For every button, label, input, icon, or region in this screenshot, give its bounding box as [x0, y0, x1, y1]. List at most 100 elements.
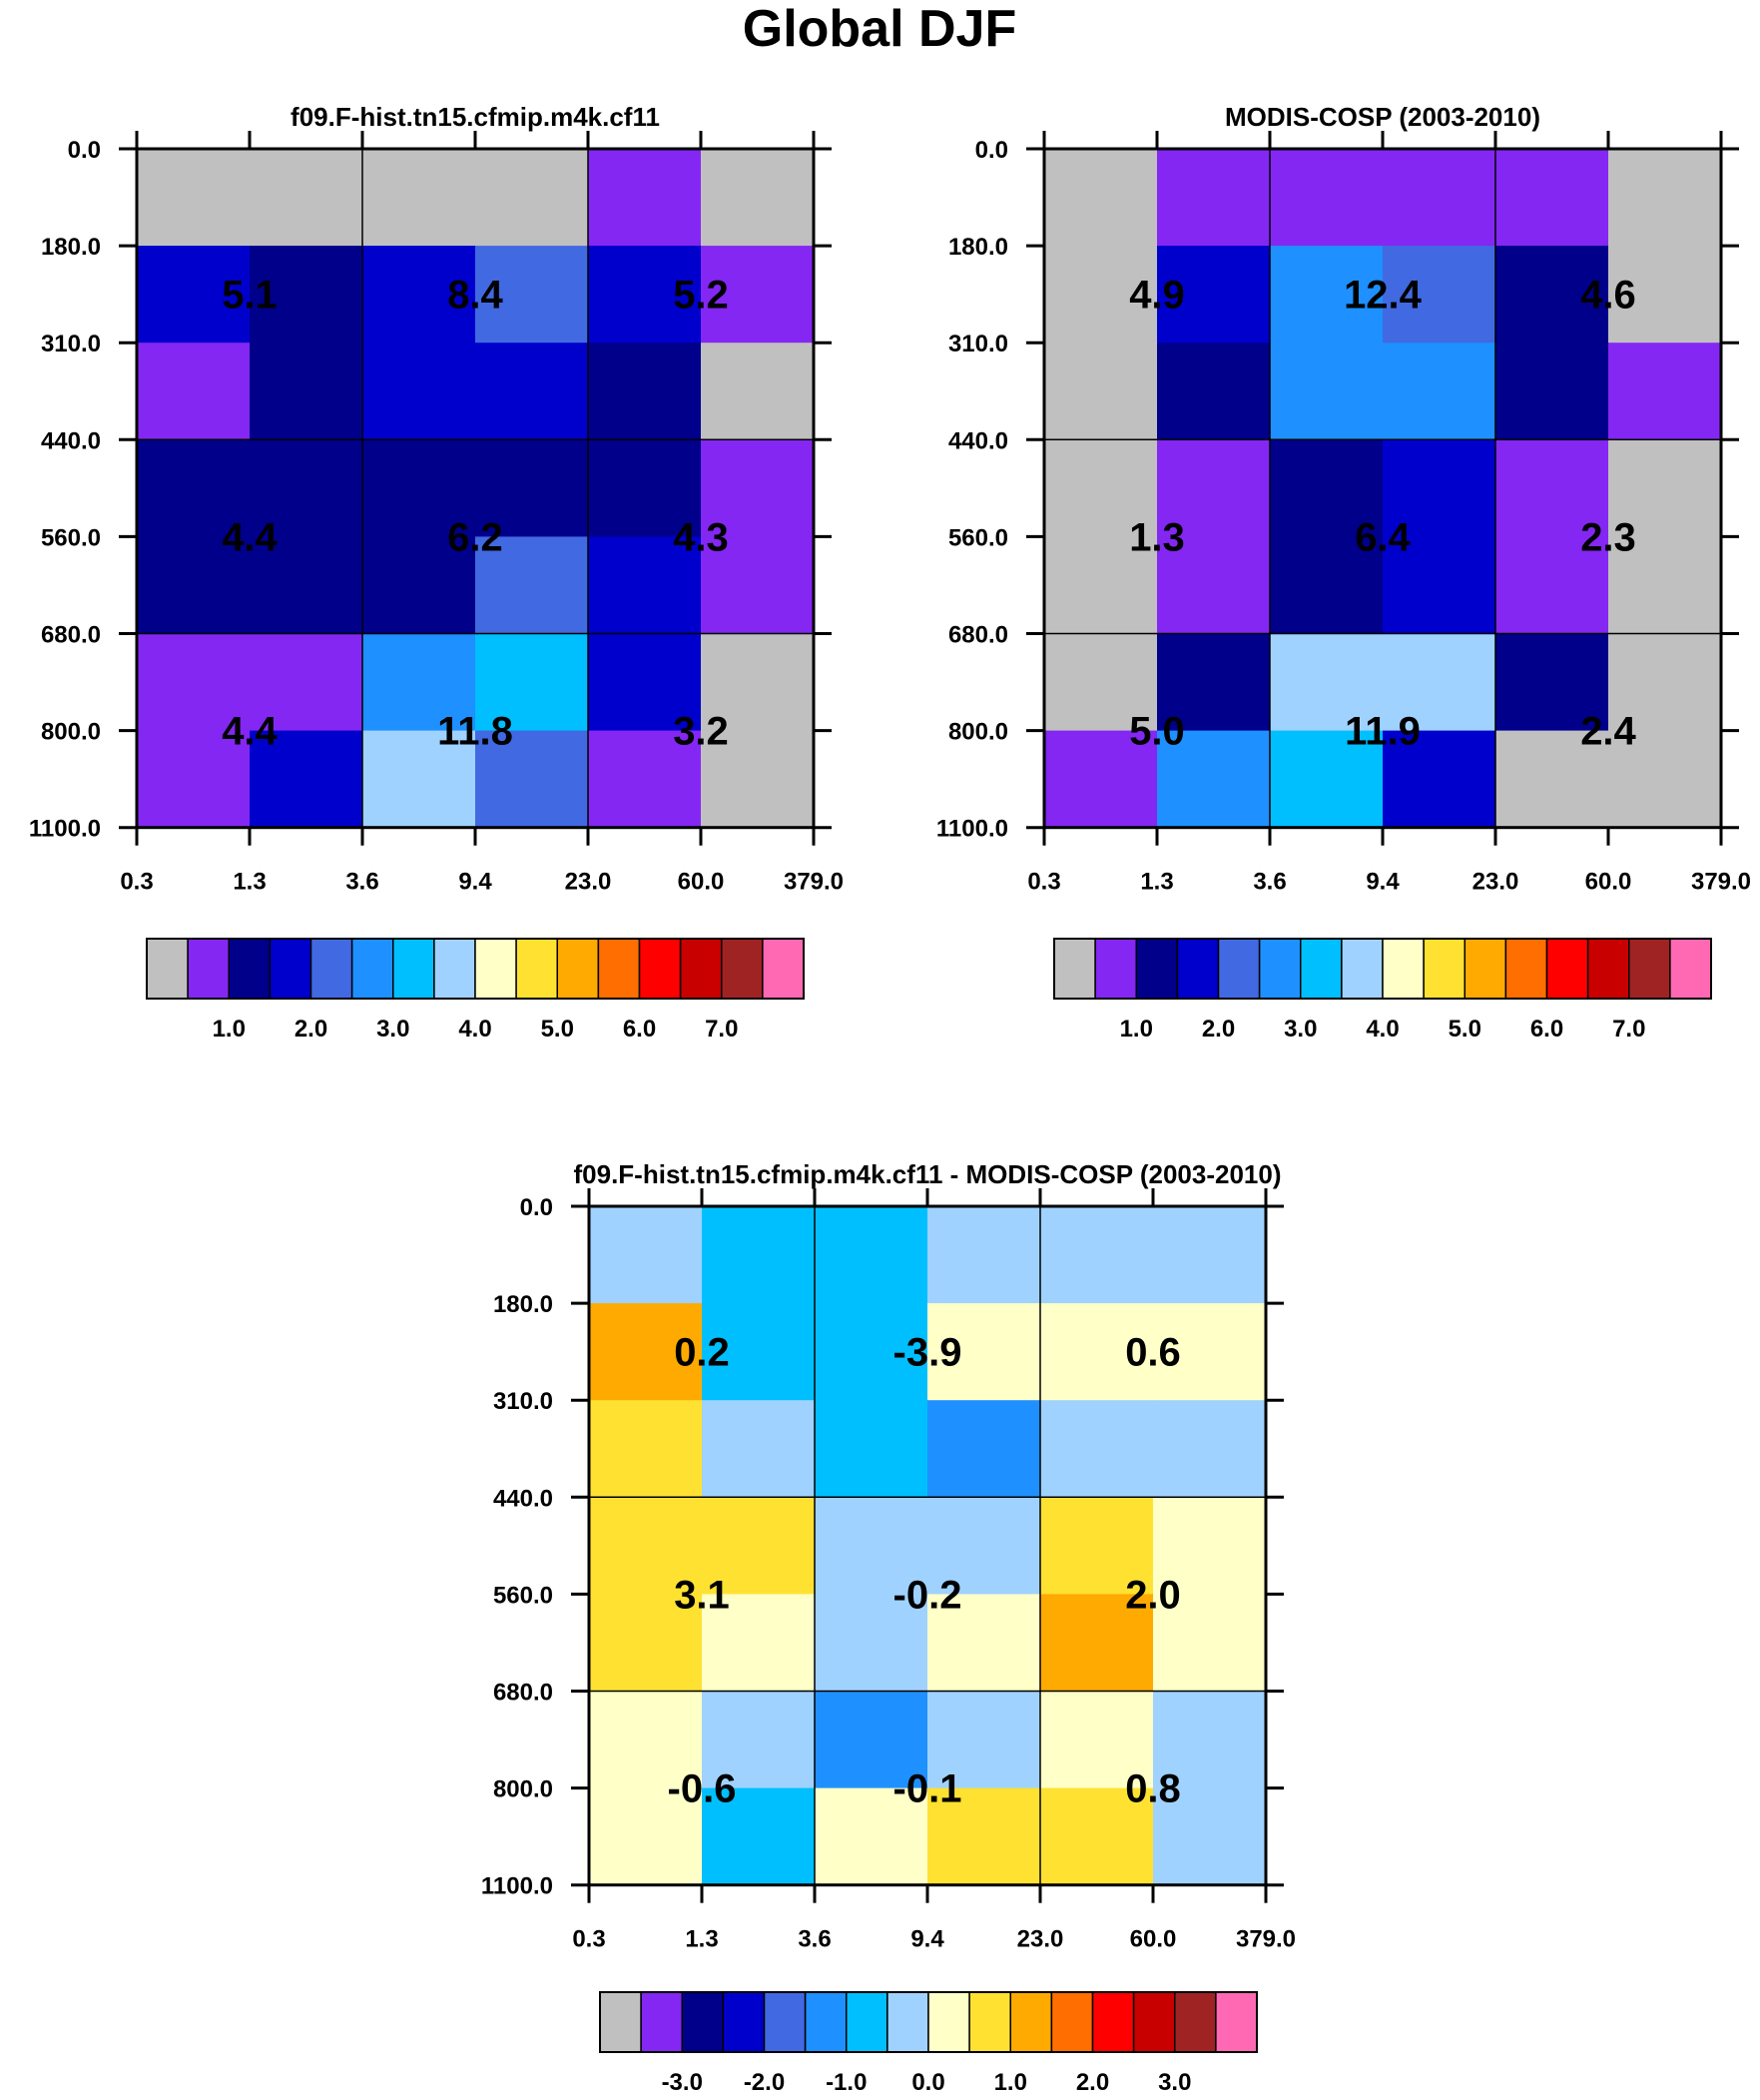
cell-value-label: -0.1 — [893, 1767, 962, 1811]
y-tick-label: 180.0 — [41, 234, 101, 261]
heatmap-cell — [588, 149, 702, 247]
cell-value-label: 12.4 — [1344, 274, 1423, 318]
heatmap-cell — [701, 246, 815, 344]
colorbar-label: 2.0 — [1076, 2069, 1109, 2096]
colorbar-box — [1341, 938, 1384, 1000]
colorbar-box — [146, 938, 189, 1000]
heatmap-cell — [927, 1400, 1041, 1498]
heatmap-cell — [1040, 1400, 1154, 1498]
colorbar-box — [1669, 938, 1712, 1000]
colorbar-box — [1545, 938, 1589, 1000]
colorbar-label: 3.0 — [1284, 1016, 1317, 1043]
heatmap-cell — [1153, 1206, 1267, 1304]
colorbar-box — [597, 938, 641, 1000]
heatmap-cell — [702, 1594, 816, 1693]
heatmap-cell — [1040, 1787, 1154, 1886]
colorbar-box — [187, 938, 230, 1000]
heatmap-cell — [1270, 149, 1384, 247]
colorbar-label: 2.0 — [294, 1016, 327, 1043]
colorbar-box — [1215, 1991, 1258, 2053]
x-tick-label: 0.3 — [120, 869, 153, 896]
cell-value-label: 4.4 — [222, 710, 278, 754]
heatmap-cell — [927, 1691, 1041, 1789]
cell-value-label: 4.6 — [1580, 274, 1636, 318]
colorbar-box — [1217, 938, 1261, 1000]
heatmap-cell — [1157, 536, 1271, 635]
cell-value-label: 0.8 — [1125, 1767, 1181, 1811]
colorbar-label: 7.0 — [705, 1016, 738, 1043]
heatmap-panel-2: MODIS-COSP (2003-2010) 4.9 12.4 4.6 1.3 6.4 2.… — [936, 102, 1751, 1043]
heatmap-cell — [1157, 439, 1271, 537]
heatmap-panel-3: f09.F-hist.tn15.cfmip.m4k.cf11 - MODIS-C… — [481, 1159, 1296, 2096]
y-tick-label: 1100.0 — [29, 816, 101, 843]
colorbar-box — [599, 1991, 642, 2053]
colorbar-box — [721, 938, 764, 1000]
heatmap-cell — [1270, 246, 1384, 344]
colorbar-box — [556, 938, 600, 1000]
x-tick-label: 379.0 — [1236, 1926, 1296, 1953]
colorbar-box — [392, 938, 435, 1000]
cell-value-label: 0.6 — [1125, 1331, 1181, 1375]
heatmap-cell — [927, 1206, 1041, 1304]
heatmap-cell — [927, 1787, 1041, 1886]
heatmap-cell — [1157, 246, 1271, 344]
heatmap-cell — [475, 246, 589, 344]
heatmap-cell — [589, 1594, 703, 1693]
y-tick-label: 680.0 — [948, 622, 1008, 649]
colorbar-frame — [146, 938, 805, 1000]
heatmap-cell — [1608, 536, 1722, 635]
colorbar-box — [433, 938, 476, 1000]
heatmap-cell — [815, 1691, 928, 1789]
x-tick-label: 1.3 — [685, 1926, 718, 1953]
cell-value-label: 5.1 — [222, 274, 278, 318]
heatmap-cell — [588, 633, 702, 732]
heatmap-cell — [1157, 633, 1271, 732]
colorbar-label: 1.0 — [213, 1016, 246, 1043]
heatmap-cell — [1040, 1206, 1154, 1304]
heatmap-cell — [1608, 633, 1722, 732]
heatmap-cell — [137, 149, 251, 247]
heatmap-cell — [1040, 1594, 1154, 1693]
heatmap-cell — [250, 730, 363, 829]
colorbar-box — [1382, 938, 1425, 1000]
heatmap-cell — [588, 439, 702, 537]
heatmap-cell — [1383, 343, 1496, 440]
heatmap-cell — [701, 439, 815, 537]
x-tick-label: 0.3 — [1027, 869, 1060, 896]
cell-value-label: 5.2 — [673, 274, 729, 318]
cell-value-label: 2.4 — [1580, 710, 1636, 754]
heatmap-cell — [137, 536, 251, 635]
heatmap-cell — [1495, 633, 1609, 732]
colorbar-box — [1258, 938, 1302, 1000]
colorbar-box — [515, 938, 558, 1000]
panel-title: MODIS-COSP (2003-2010) — [1225, 102, 1540, 132]
cell-value-label: -0.6 — [668, 1767, 737, 1811]
heatmap-cell — [1383, 730, 1496, 829]
heatmap-cell — [362, 439, 476, 537]
heatmap-cell — [1044, 536, 1158, 635]
heatmap-cell — [362, 536, 476, 635]
colorbar-label: -3.0 — [662, 2069, 703, 2096]
x-tick-label: 9.4 — [1366, 869, 1400, 896]
colorbar-label: 6.0 — [623, 1016, 656, 1043]
colorbar-box — [1091, 1991, 1135, 2053]
heatmap-cell — [1153, 1497, 1267, 1595]
heatmap-cell — [1270, 343, 1384, 440]
colorbar-box — [968, 1991, 1011, 2053]
cell-value-label: 5.0 — [1129, 710, 1185, 754]
y-tick-label: 560.0 — [493, 1582, 553, 1609]
heatmap-cell — [702, 1497, 816, 1595]
colorbar-label: 5.0 — [1449, 1016, 1481, 1043]
heatmap-cell — [815, 1303, 928, 1401]
heatmap-cell — [588, 536, 702, 635]
heatmap-cell — [1153, 1303, 1267, 1401]
y-tick-label: 680.0 — [41, 622, 101, 649]
colorbar-frame — [1053, 938, 1712, 1000]
colorbar-box — [1135, 938, 1179, 1000]
x-tick-label: 379.0 — [784, 869, 844, 896]
colorbar-box — [228, 938, 272, 1000]
y-tick-label: 560.0 — [948, 524, 1008, 551]
heatmap-cell — [250, 633, 363, 732]
heatmap-cell — [1153, 1400, 1267, 1498]
